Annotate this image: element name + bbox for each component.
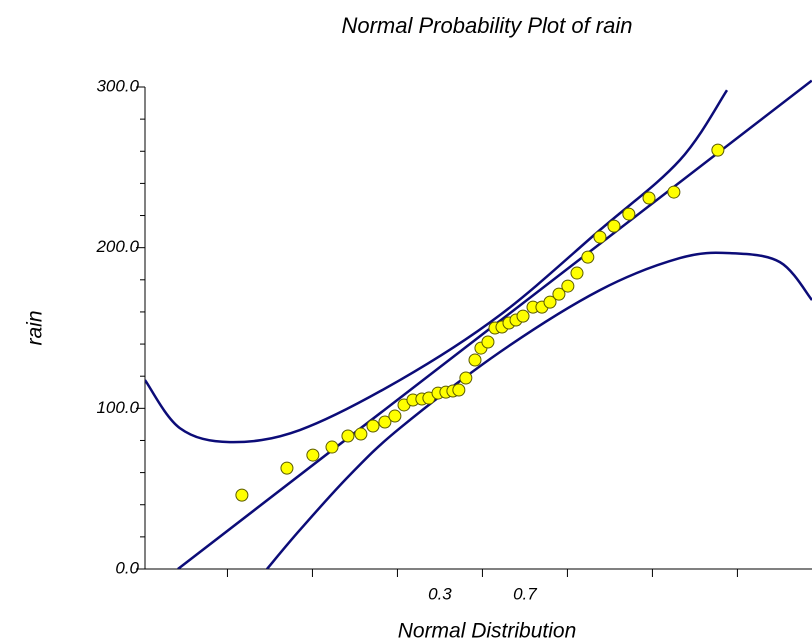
data-point [622, 207, 636, 221]
y-tick-label: 100.0 [96, 398, 139, 417]
data-point [570, 266, 584, 280]
data-point [516, 309, 530, 323]
data-point [378, 415, 392, 429]
x-axis-label: Normal Distribution [398, 620, 577, 643]
x-tick-label: 0.7 [513, 584, 537, 603]
data-point [667, 185, 681, 199]
y-axis-label: rain [24, 310, 47, 345]
data-point [354, 427, 368, 441]
data-point [366, 419, 380, 433]
confidence-band [266, 251, 812, 569]
data-point [642, 191, 656, 205]
data-point [341, 429, 355, 443]
data-point [561, 279, 575, 293]
data-point [306, 448, 320, 462]
y-tick-label: 300.0 [96, 76, 139, 95]
confidence-band [145, 89, 729, 444]
data-point [543, 295, 557, 309]
data-point [581, 250, 595, 264]
data-point [593, 230, 607, 244]
y-tick-label: 200.0 [95, 237, 139, 256]
data-point [325, 440, 339, 454]
data-point [607, 219, 621, 233]
x-tick-label: 0.3 [428, 584, 452, 603]
data-point [280, 461, 294, 475]
data-point [452, 383, 466, 397]
data-point [235, 488, 249, 502]
data-point [481, 335, 495, 349]
data-point [468, 353, 482, 367]
data-point [711, 143, 725, 157]
data-point [552, 287, 566, 301]
data-point [388, 409, 402, 423]
y-tick-label: 0.0 [115, 558, 139, 577]
chart-title: Normal Probability Plot of rain [341, 13, 632, 38]
data-point [459, 371, 473, 385]
